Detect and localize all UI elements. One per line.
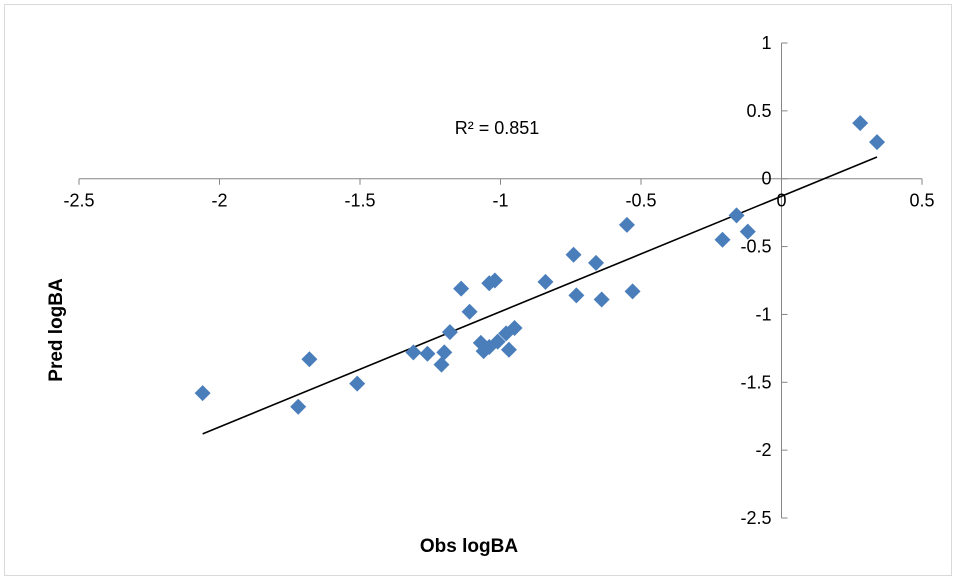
r-squared-annotation: R² = 0.851 bbox=[455, 118, 540, 138]
data-point bbox=[405, 344, 422, 361]
x-tick-label: -1 bbox=[492, 191, 508, 211]
data-point bbox=[852, 115, 869, 132]
data-point bbox=[568, 287, 585, 304]
data-point bbox=[436, 344, 453, 361]
y-tick-label: 0 bbox=[761, 169, 771, 189]
x-axis-title: Obs logBA bbox=[420, 536, 518, 557]
data-point bbox=[506, 320, 523, 336]
trendline bbox=[202, 156, 878, 435]
labels: R² = 0.851 Obs logBA Pred logBA bbox=[46, 118, 539, 557]
x-tick-label: -2 bbox=[211, 191, 227, 211]
data-point bbox=[565, 246, 582, 263]
y-tick-label: 0.5 bbox=[746, 101, 771, 121]
data-point bbox=[588, 254, 605, 271]
data-point bbox=[500, 341, 517, 358]
data-point bbox=[419, 345, 436, 362]
data-point bbox=[714, 231, 731, 248]
data-point bbox=[441, 324, 458, 341]
data-point bbox=[194, 385, 211, 402]
x-tick-label: -0.5 bbox=[625, 191, 656, 211]
y-tick-label: -2 bbox=[755, 440, 771, 460]
data-point bbox=[593, 291, 610, 308]
data-point bbox=[290, 398, 307, 415]
y-tick-label: -2.5 bbox=[740, 508, 771, 528]
trendline-group bbox=[202, 156, 878, 435]
y-tick-label: -0.5 bbox=[740, 237, 771, 257]
data-point bbox=[349, 375, 366, 392]
data-point bbox=[618, 216, 635, 233]
data-point bbox=[869, 134, 886, 151]
data-point bbox=[486, 272, 503, 289]
data-point bbox=[537, 273, 554, 290]
data-point bbox=[301, 351, 318, 368]
data-point bbox=[624, 283, 641, 300]
x-tick-label: -2.5 bbox=[63, 191, 94, 211]
y-tick-label: -1 bbox=[755, 304, 771, 324]
data-point bbox=[739, 223, 756, 240]
data-points bbox=[194, 115, 886, 415]
data-point bbox=[433, 356, 450, 373]
y-tick-label: 1 bbox=[761, 33, 771, 53]
axes: -2.5 -2 -1.5 -1 -0.5 0 0.5 -2.5 -2 -1.5 -1 -0.5 0 0.5… bbox=[63, 33, 934, 528]
data-point bbox=[461, 303, 478, 320]
x-tick-label: -1.5 bbox=[344, 191, 375, 211]
chart-area bbox=[4, 4, 952, 576]
data-point bbox=[728, 207, 745, 224]
y-axis-title: Pred logBA bbox=[46, 278, 67, 382]
x-tick-label: 0 bbox=[776, 191, 786, 211]
data-point bbox=[489, 333, 506, 350]
data-point bbox=[453, 280, 470, 297]
y-tick-label: -1.5 bbox=[740, 372, 771, 392]
x-tick-label: 0.5 bbox=[909, 191, 934, 211]
